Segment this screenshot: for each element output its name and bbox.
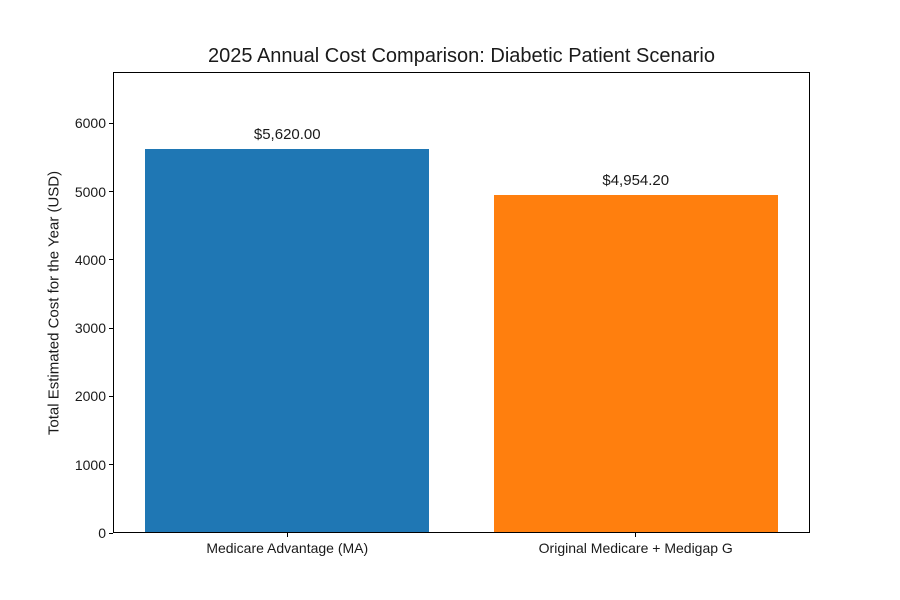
x-tick-mark bbox=[286, 533, 288, 537]
y-tick-label: 0 bbox=[98, 525, 106, 541]
y-tick-label: 5000 bbox=[74, 183, 106, 200]
y-tick-label: 1000 bbox=[74, 456, 106, 473]
bar-value-label: $4,954.20 bbox=[602, 172, 670, 189]
bar-value-label: $5,620.00 bbox=[253, 126, 321, 143]
y-tick-label: 4000 bbox=[74, 251, 106, 268]
y-tick-mark bbox=[109, 327, 113, 329]
y-tick-label: 3000 bbox=[74, 320, 106, 337]
x-tick-mark bbox=[635, 533, 637, 537]
bar-1 bbox=[494, 195, 778, 532]
y-tick-mark bbox=[109, 464, 113, 466]
y-tick-mark bbox=[109, 532, 113, 534]
y-tick-mark bbox=[109, 259, 113, 261]
y-tick-label: 2000 bbox=[74, 388, 106, 405]
x-tick-label: Original Medicare + Medigap G bbox=[538, 540, 733, 556]
y-tick-mark bbox=[109, 122, 113, 124]
y-tick-label: 6000 bbox=[74, 115, 106, 132]
bar-0 bbox=[145, 149, 429, 532]
y-tick-mark bbox=[109, 191, 113, 193]
y-tick-mark bbox=[109, 395, 113, 397]
chart-title: 2025 Annual Cost Comparison: Diabetic Pa… bbox=[208, 45, 715, 67]
x-tick-label: Medicare Advantage (MA) bbox=[206, 540, 369, 556]
